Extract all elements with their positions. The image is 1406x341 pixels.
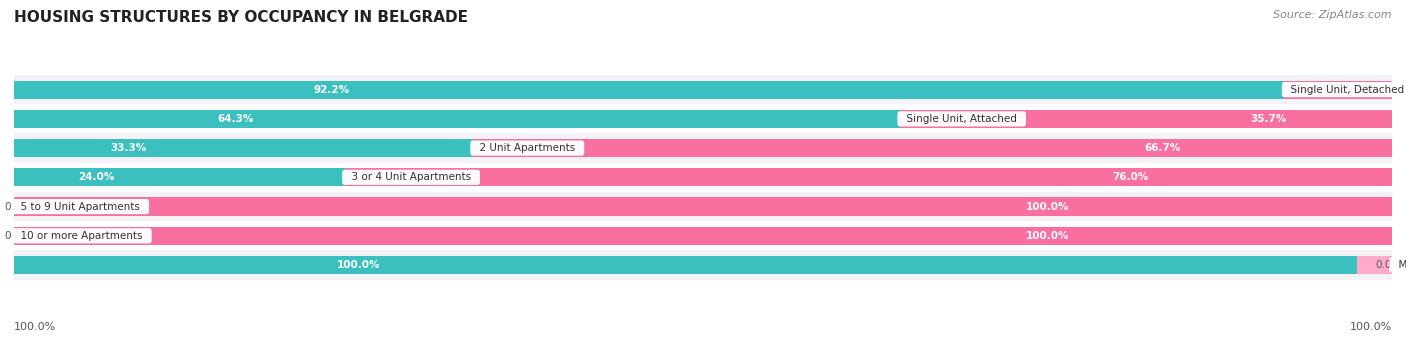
Text: Source: ZipAtlas.com: Source: ZipAtlas.com [1274, 10, 1392, 20]
Bar [14, 256, 1392, 274]
Bar [344, 168, 1392, 187]
Bar [14, 192, 1392, 221]
Bar [14, 80, 1392, 99]
Bar [14, 139, 472, 157]
Bar [14, 168, 344, 187]
Bar [14, 104, 1392, 133]
Bar [14, 197, 1392, 216]
Bar [14, 221, 1392, 250]
Text: 0.0%: 0.0% [4, 231, 31, 241]
Text: 7.9%: 7.9% [1324, 85, 1354, 95]
Text: 5 to 9 Unit Apartments: 5 to 9 Unit Apartments [14, 202, 146, 211]
Text: 76.0%: 76.0% [1112, 172, 1149, 182]
Bar [14, 250, 1392, 280]
Bar [14, 256, 1392, 274]
Bar [14, 139, 1392, 157]
Bar [14, 75, 1392, 104]
Bar [1358, 256, 1392, 274]
Bar [14, 197, 48, 216]
Bar [14, 227, 48, 245]
Bar [14, 227, 1392, 245]
Text: Single Unit, Detached: Single Unit, Detached [1285, 85, 1406, 95]
Bar [14, 110, 1392, 128]
Text: 100.0%: 100.0% [337, 260, 380, 270]
Text: 66.7%: 66.7% [1144, 143, 1181, 153]
Bar [14, 163, 1392, 192]
Text: 24.0%: 24.0% [79, 172, 115, 182]
Text: 3 or 4 Unit Apartments: 3 or 4 Unit Apartments [344, 172, 478, 182]
Text: Single Unit, Attached: Single Unit, Attached [900, 114, 1024, 124]
Text: 64.3%: 64.3% [218, 114, 253, 124]
Text: 0.0%: 0.0% [1375, 260, 1402, 270]
Bar [14, 110, 900, 128]
Text: 35.7%: 35.7% [1251, 114, 1286, 124]
Text: 100.0%: 100.0% [1026, 202, 1069, 211]
Text: 92.2%: 92.2% [314, 85, 350, 95]
Bar [14, 80, 1285, 99]
Bar [14, 197, 1392, 216]
Text: 0.0%: 0.0% [4, 202, 31, 211]
Bar [14, 168, 1392, 187]
Text: 100.0%: 100.0% [14, 322, 56, 332]
Text: 33.3%: 33.3% [111, 143, 146, 153]
Bar [900, 110, 1392, 128]
Text: Mobile Home / Other: Mobile Home / Other [1392, 260, 1406, 270]
Bar [14, 133, 1392, 163]
Bar [472, 139, 1392, 157]
Bar [1285, 80, 1393, 99]
Text: 10 or more Apartments: 10 or more Apartments [14, 231, 149, 241]
Text: 2 Unit Apartments: 2 Unit Apartments [472, 143, 582, 153]
Bar [14, 227, 1392, 245]
Text: HOUSING STRUCTURES BY OCCUPANCY IN BELGRADE: HOUSING STRUCTURES BY OCCUPANCY IN BELGR… [14, 10, 468, 25]
Text: 100.0%: 100.0% [1026, 231, 1069, 241]
Text: 100.0%: 100.0% [1350, 322, 1392, 332]
